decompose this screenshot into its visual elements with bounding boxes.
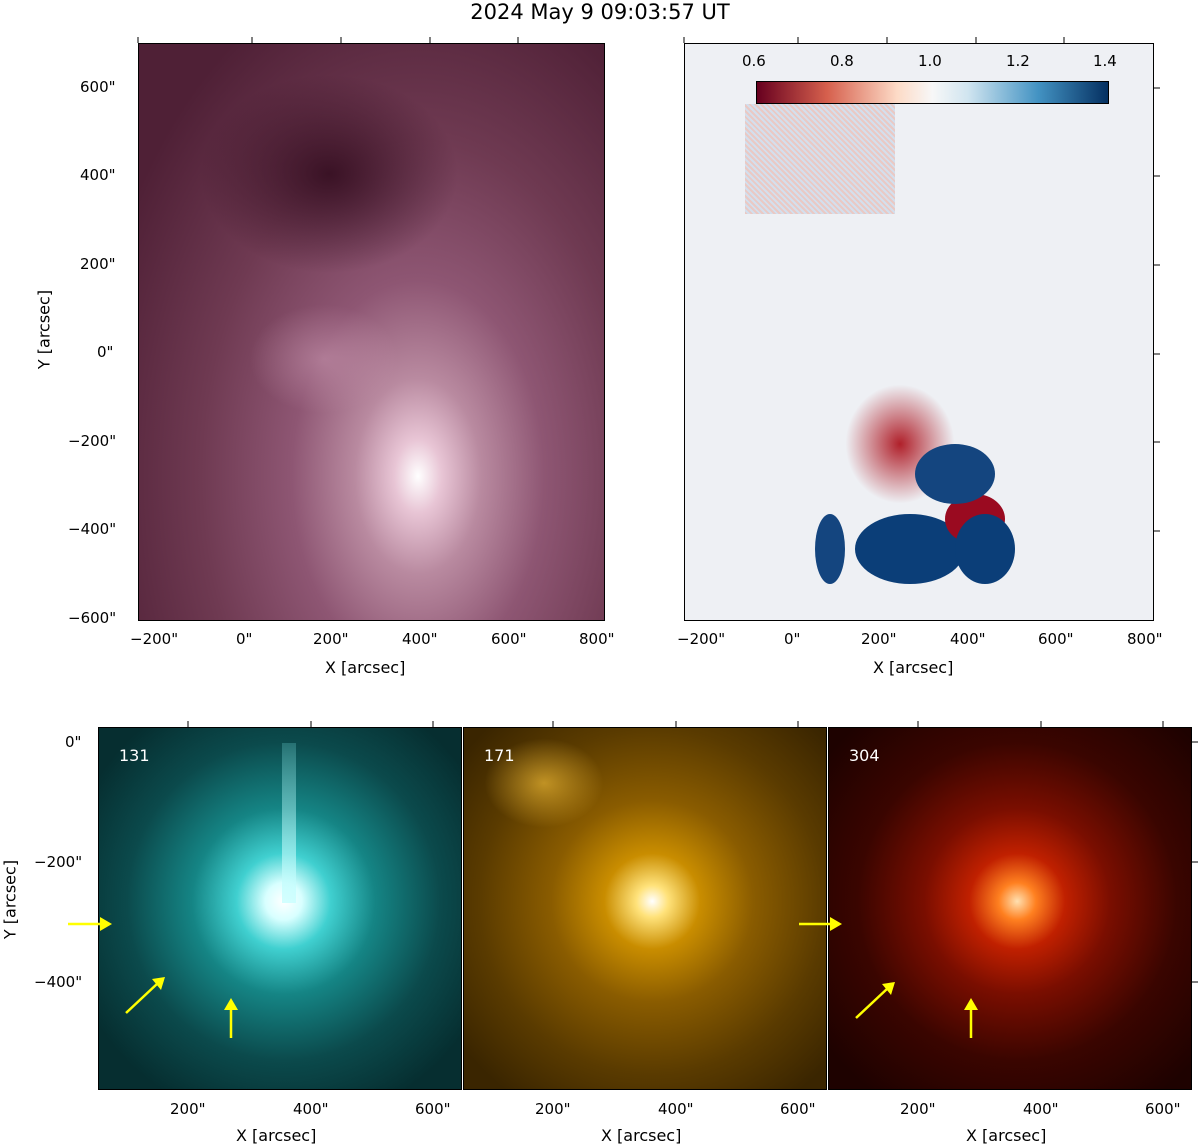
top-left-ytick: −200" [68, 432, 117, 450]
top-right-xtick: 200" [861, 630, 897, 648]
colorbar-tick-1.2: 1.2 [1006, 52, 1030, 70]
dimming-far-left [815, 514, 845, 584]
bottom-131-xtick: 600" [415, 1100, 451, 1118]
top-left-ytick: 400" [80, 166, 116, 184]
aia-171-panel: 171 [463, 727, 827, 1090]
bright-loop-top-left [484, 738, 604, 828]
bottom-171-xtick: 400" [658, 1100, 694, 1118]
bottom-ylabel: Y [arcsec] [0, 859, 20, 940]
arrow-131-horizontal-head [100, 917, 112, 931]
colorbar-tick-1.0: 1.0 [918, 52, 942, 70]
colorbar-tick-0.8: 0.8 [830, 52, 854, 70]
bottom-171-xlabel: X [arcsec] [601, 1126, 682, 1145]
bottom-131-xtick: 400" [293, 1100, 329, 1118]
top-left-ytick: −600" [68, 609, 117, 627]
top-right-xtick: 600" [1038, 630, 1074, 648]
top-left-ytick: 600" [80, 78, 116, 96]
top-left-xlabel: X [arcsec] [325, 658, 406, 677]
arrow-131-diagonal [125, 982, 159, 1014]
top-right-xtick: 800" [1127, 630, 1163, 648]
top-left-ytick: 200" [80, 255, 116, 273]
top-right-xtick: 400" [950, 630, 986, 648]
blue-dimming-top [915, 444, 995, 504]
aia-131-panel: 131 [98, 727, 462, 1090]
top-left-xtick: 600" [491, 630, 527, 648]
figure-title: 2024 May 9 09:03:57 UT [470, 0, 730, 24]
colorbar-tick-1.4: 1.4 [1093, 52, 1117, 70]
dark-coronal-hole [199, 74, 459, 274]
aia-304-panel: 304 [828, 727, 1192, 1090]
arrow-131-diagonal-head [152, 977, 165, 990]
bright-loops-left [249, 304, 399, 414]
bottom-131-xlabel: X [arcsec] [236, 1126, 317, 1145]
arrow-304-diagonal [855, 987, 889, 1019]
bottom-ytick: −200" [34, 853, 83, 871]
top-left-xtick: 400" [402, 630, 438, 648]
noise-region [745, 104, 895, 214]
top-left-image-panel [138, 43, 605, 621]
bottom-ytick: −400" [34, 973, 83, 991]
top-right-xtick: −200" [677, 630, 726, 648]
blue-dimming-right [955, 514, 1015, 584]
bottom-304-xtick: 200" [900, 1100, 936, 1118]
arrow-304-vertical-head [964, 998, 978, 1010]
top-left-xtick: 0" [236, 630, 253, 648]
arrow-131-vertical-head [224, 998, 238, 1010]
top-left-xtick: 200" [313, 630, 349, 648]
bottom-131-xtick: 200" [170, 1100, 206, 1118]
top-left-ytick: 0" [97, 343, 114, 361]
bottom-171-xtick: 200" [535, 1100, 571, 1118]
arrow-304-horizontal-head [830, 917, 842, 931]
bottom-304-xtick: 400" [1023, 1100, 1059, 1118]
bottom-304-xtick: 600" [1145, 1100, 1181, 1118]
saturation-streak [282, 743, 296, 903]
top-right-xtick: 0" [784, 630, 801, 648]
top-right-ratio-panel [684, 43, 1154, 621]
bottom-ytick: 0" [65, 733, 82, 751]
colorbar [756, 81, 1109, 104]
top-right-xlabel: X [arcsec] [873, 658, 954, 677]
colorbar-tick-0.6: 0.6 [742, 52, 766, 70]
bottom-171-xtick: 600" [780, 1100, 816, 1118]
panel-label-171: 171 [484, 746, 515, 765]
top-left-xtick: −200" [130, 630, 179, 648]
top-left-ytick: −400" [68, 520, 117, 538]
panel-label-304: 304 [849, 746, 880, 765]
top-left-xtick: 800" [579, 630, 615, 648]
bottom-304-xlabel: X [arcsec] [966, 1126, 1047, 1145]
arrow-304-diagonal-head [882, 982, 895, 995]
panel-label-131: 131 [119, 746, 150, 765]
